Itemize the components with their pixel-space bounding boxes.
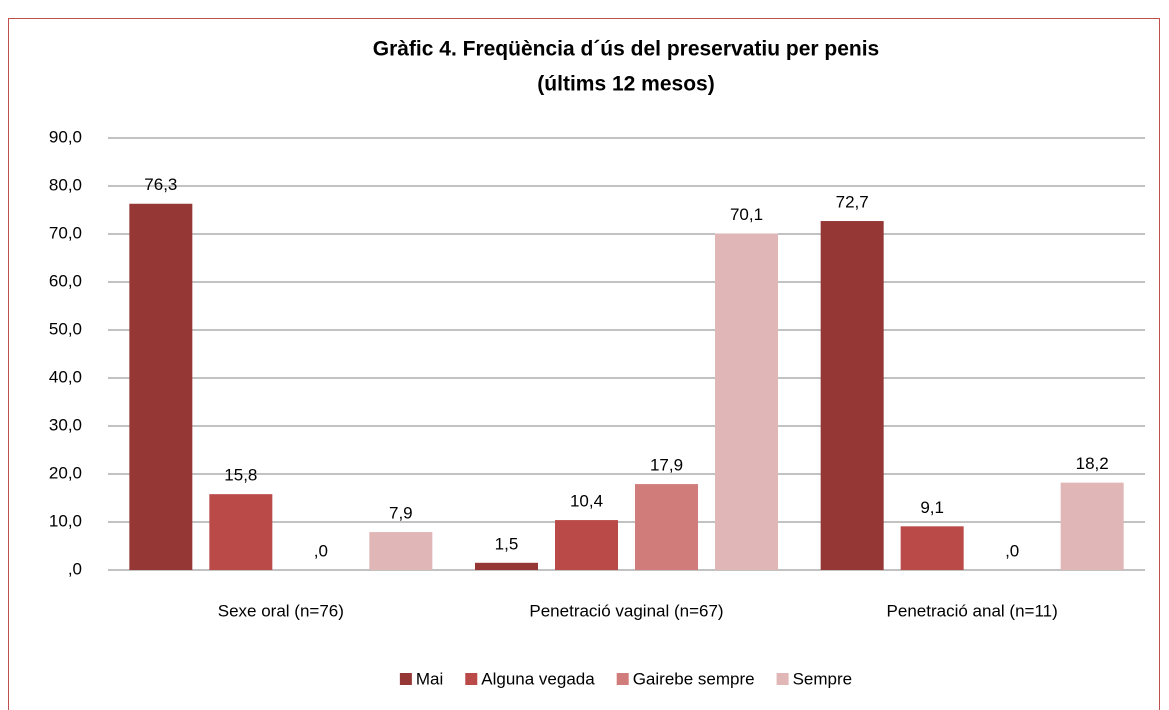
legend-label: Mai	[416, 669, 443, 688]
data-label: 15,8	[224, 466, 257, 485]
data-label: ,0	[314, 541, 328, 560]
x-tick-label: Penetració vaginal (n=67)	[529, 601, 723, 620]
bar	[475, 562, 538, 570]
y-tick-label: ,0	[68, 559, 82, 578]
data-label: 9,1	[920, 498, 944, 517]
legend-swatch	[399, 673, 412, 685]
y-tick-label: 60,0	[49, 271, 82, 290]
bar	[715, 233, 778, 570]
bar	[129, 203, 193, 570]
legend-swatch	[465, 673, 478, 685]
y-tick-label: 40,0	[49, 367, 82, 386]
data-label: 76,3	[144, 175, 177, 194]
legend-label: Gairebe sempre	[633, 669, 755, 688]
y-tick-label: 90,0	[49, 127, 82, 146]
data-label: 7,9	[389, 504, 413, 523]
x-tick-label: Sexe oral (n=76)	[218, 601, 344, 620]
y-tick-label: 30,0	[49, 415, 82, 434]
bar	[1060, 482, 1124, 570]
bar	[635, 484, 698, 570]
bar	[555, 520, 618, 570]
data-label: 70,1	[730, 205, 763, 224]
y-tick-label: 70,0	[49, 223, 82, 242]
chart-subtitle: (últims 12 mesos)	[537, 73, 714, 96]
bar	[209, 494, 273, 570]
x-tick-label: Penetració anal (n=11)	[887, 601, 1058, 620]
bar	[820, 221, 884, 571]
data-label: 18,2	[1076, 454, 1109, 473]
legend-label: Sempre	[793, 669, 853, 688]
data-label: 72,7	[836, 193, 869, 212]
data-label: 17,9	[650, 456, 683, 475]
bar	[900, 526, 964, 570]
data-label: 1,5	[495, 534, 519, 553]
chart-title: Gràfic 4. Freqüència d´ús del preservati…	[373, 38, 880, 61]
y-tick-label: 80,0	[49, 175, 82, 194]
y-tick-label: 20,0	[49, 463, 82, 482]
legend-swatch	[776, 673, 789, 685]
bar	[369, 532, 433, 570]
y-tick-label: 50,0	[49, 319, 82, 338]
y-tick-label: 10,0	[49, 511, 82, 530]
chart-frame	[8, 18, 1160, 710]
legend-label: Alguna vegada	[481, 669, 595, 688]
data-label: ,0	[1005, 541, 1019, 560]
legend-swatch	[616, 673, 629, 685]
data-label: 10,4	[570, 492, 603, 511]
